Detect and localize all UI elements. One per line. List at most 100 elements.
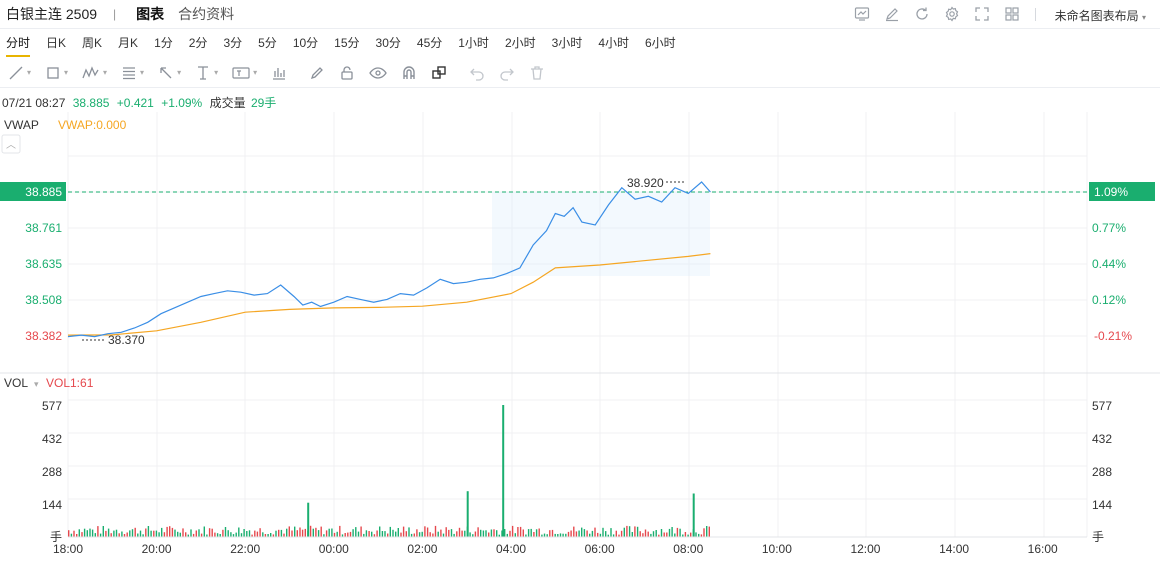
period-week[interactable]: 周K bbox=[82, 36, 103, 50]
edit-icon[interactable] bbox=[884, 6, 900, 22]
trash-icon[interactable] bbox=[529, 65, 545, 81]
period-4h[interactable]: 4小时 bbox=[598, 36, 629, 50]
rectangle-icon[interactable]: ▾ bbox=[45, 65, 68, 81]
volume-bar bbox=[440, 529, 442, 537]
volume-bar bbox=[373, 534, 376, 537]
fullscreen-icon[interactable] bbox=[974, 6, 990, 22]
volume-bar bbox=[137, 533, 139, 537]
timeshare-chart[interactable]: VWAP VWAP:0.000 ︿ 38.885 38.761 38.635 3… bbox=[0, 112, 1160, 561]
pencil-icon[interactable] bbox=[309, 65, 325, 81]
price-tick: 38.635 bbox=[25, 257, 62, 271]
current-pct-badge bbox=[1089, 182, 1155, 201]
fib-icon[interactable]: ▾ bbox=[121, 65, 144, 81]
settings-icon[interactable] bbox=[944, 6, 960, 22]
volume-bar bbox=[490, 529, 493, 537]
period-day[interactable]: 日K bbox=[46, 36, 67, 50]
measure-icon[interactable]: ▾ bbox=[195, 65, 218, 81]
volume-bar bbox=[341, 534, 344, 537]
volume-bar bbox=[126, 532, 128, 537]
tab-chart[interactable]: 图表 bbox=[136, 6, 165, 22]
collapse-button[interactable] bbox=[1, 134, 21, 154]
volume-bar bbox=[586, 530, 588, 537]
volume-bar bbox=[81, 532, 83, 537]
period-10min[interactable]: 10分 bbox=[292, 36, 319, 50]
period-15min[interactable]: 15分 bbox=[334, 36, 360, 50]
text-icon[interactable]: ▾ bbox=[232, 65, 257, 81]
undo-icon[interactable] bbox=[469, 65, 485, 81]
sub-indicator-label[interactable]: VOL bbox=[4, 376, 28, 390]
quote-info-bar: 07/21 08:27 38.885 +0.421 +1.09% 成交量 29手 bbox=[2, 94, 280, 111]
volume-bar bbox=[272, 534, 275, 537]
chevron-up-icon: ︿ bbox=[6, 140, 16, 151]
volume-bar bbox=[379, 526, 381, 537]
volume-bar bbox=[211, 528, 213, 537]
chart-type-icon[interactable] bbox=[271, 65, 287, 81]
volume-bar bbox=[671, 527, 673, 537]
main-indicator-label[interactable]: VWAP bbox=[4, 118, 39, 132]
toolbar-divider bbox=[1035, 8, 1036, 21]
volume-bar bbox=[280, 529, 283, 537]
volume-bar bbox=[426, 527, 429, 537]
volume-bar bbox=[450, 529, 453, 537]
volume-bar bbox=[674, 533, 676, 537]
period-5min[interactable]: 5分 bbox=[258, 36, 277, 50]
period-1h[interactable]: 1小时 bbox=[458, 36, 489, 50]
chevron-down-icon: ▾ bbox=[1141, 13, 1146, 22]
volume-bar bbox=[517, 527, 519, 537]
volume-bar bbox=[591, 530, 594, 537]
volume-bar bbox=[469, 532, 471, 537]
volume-bar bbox=[472, 534, 474, 537]
volume-bar bbox=[68, 530, 70, 537]
volume-bar bbox=[575, 531, 578, 537]
volume-bar bbox=[607, 534, 609, 537]
volume-bar bbox=[315, 527, 317, 537]
period-2min[interactable]: 2分 bbox=[188, 36, 208, 50]
period-3h[interactable]: 3小时 bbox=[551, 36, 583, 50]
volume-bar bbox=[121, 531, 123, 537]
volume-bar bbox=[573, 526, 575, 537]
volume-bar bbox=[192, 533, 195, 537]
volume-bar bbox=[509, 530, 511, 537]
refresh-icon[interactable] bbox=[914, 6, 930, 22]
volume-bar bbox=[381, 531, 384, 537]
symbol-title[interactable]: 白银主连 2509 bbox=[6, 6, 98, 22]
volume-bar bbox=[474, 531, 477, 537]
period-30min[interactable]: 30分 bbox=[375, 36, 401, 50]
volume-tick: 288 bbox=[42, 465, 62, 479]
lock-icon[interactable] bbox=[339, 65, 355, 81]
trend-line-icon[interactable]: ▾ bbox=[8, 65, 31, 81]
period-1min[interactable]: 1分 bbox=[154, 36, 173, 50]
volume-bar bbox=[118, 533, 120, 537]
period-45min[interactable]: 45分 bbox=[416, 36, 443, 50]
arrow-icon[interactable]: ▾ bbox=[158, 65, 181, 81]
layout-menu[interactable]: 未命名图表布局 ▾ bbox=[1055, 7, 1146, 24]
magnet-icon[interactable] bbox=[401, 65, 417, 81]
period-month[interactable]: 月K bbox=[118, 36, 139, 50]
layers-icon[interactable] bbox=[431, 65, 447, 81]
volume-bar bbox=[339, 525, 341, 537]
eye-icon[interactable] bbox=[369, 65, 387, 81]
volume-bar bbox=[695, 532, 697, 537]
period-3min[interactable]: 3分 bbox=[223, 36, 243, 50]
period-timeshare[interactable]: 分时 bbox=[6, 29, 31, 57]
volume-bar bbox=[448, 529, 450, 537]
layout-name: 未命名图表布局 bbox=[1054, 9, 1139, 23]
volume-bar bbox=[352, 529, 354, 537]
volume-tick: 144 bbox=[42, 498, 62, 512]
main-indicator-value: VWAP:0.000 bbox=[58, 118, 127, 132]
volume-bar bbox=[432, 533, 434, 537]
grid-layout-icon[interactable] bbox=[1004, 6, 1020, 22]
volume-bar bbox=[504, 529, 506, 537]
volume-bar bbox=[169, 526, 171, 537]
redo-icon[interactable] bbox=[499, 65, 515, 81]
wave-icon[interactable]: ▾ bbox=[82, 65, 107, 81]
chevron-down-icon[interactable]: ▾ bbox=[34, 379, 39, 389]
period-6h[interactable]: 6小时 bbox=[645, 36, 676, 50]
volume-bar bbox=[251, 534, 253, 537]
volume-bar bbox=[706, 526, 708, 537]
period-2h[interactable]: 2小时 bbox=[504, 36, 536, 50]
tab-contract-info[interactable]: 合约资料 bbox=[178, 6, 235, 22]
volume-bar bbox=[387, 533, 389, 537]
chart-screen-icon[interactable] bbox=[854, 6, 870, 22]
quote-change: +0.421 bbox=[116, 96, 154, 110]
